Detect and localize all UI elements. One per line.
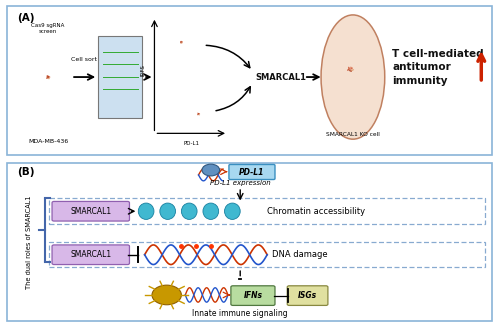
Ellipse shape bbox=[349, 70, 352, 72]
Ellipse shape bbox=[203, 203, 218, 219]
Ellipse shape bbox=[351, 69, 354, 71]
FancyBboxPatch shape bbox=[231, 286, 275, 305]
Ellipse shape bbox=[180, 41, 182, 42]
Text: MDA-MB-436: MDA-MB-436 bbox=[28, 139, 68, 144]
Text: SMARCAL1 KO cell: SMARCAL1 KO cell bbox=[326, 132, 380, 137]
Ellipse shape bbox=[180, 42, 182, 43]
Ellipse shape bbox=[348, 67, 350, 69]
Text: IFNs: IFNs bbox=[244, 291, 262, 300]
Text: SMARCAL1: SMARCAL1 bbox=[70, 250, 112, 259]
FancyBboxPatch shape bbox=[229, 164, 275, 180]
Text: Chromatin accessibility: Chromatin accessibility bbox=[267, 207, 366, 216]
Ellipse shape bbox=[224, 203, 240, 219]
Text: (A): (A) bbox=[17, 13, 35, 23]
Circle shape bbox=[152, 285, 182, 305]
FancyBboxPatch shape bbox=[49, 198, 485, 224]
FancyBboxPatch shape bbox=[98, 36, 142, 118]
Text: The dual roles of SMARCAL1: The dual roles of SMARCAL1 bbox=[26, 195, 32, 289]
Ellipse shape bbox=[48, 76, 49, 78]
Ellipse shape bbox=[197, 114, 198, 115]
Ellipse shape bbox=[180, 41, 182, 43]
Ellipse shape bbox=[197, 113, 199, 114]
Text: IRFS: IRFS bbox=[140, 64, 145, 76]
Ellipse shape bbox=[182, 41, 183, 43]
FancyBboxPatch shape bbox=[52, 201, 130, 221]
Ellipse shape bbox=[160, 203, 176, 219]
FancyBboxPatch shape bbox=[287, 286, 328, 305]
Ellipse shape bbox=[46, 77, 48, 79]
Text: Cell sort: Cell sort bbox=[72, 57, 98, 62]
Ellipse shape bbox=[321, 15, 385, 139]
Text: T cell-mediated
antitumor
immunity: T cell-mediated antitumor immunity bbox=[392, 49, 484, 86]
Text: ISGs: ISGs bbox=[298, 291, 317, 300]
Ellipse shape bbox=[182, 203, 197, 219]
Ellipse shape bbox=[350, 67, 353, 69]
Text: SMARCAL1: SMARCAL1 bbox=[70, 207, 112, 216]
Text: PD-L1 expression: PD-L1 expression bbox=[210, 180, 270, 186]
Ellipse shape bbox=[181, 42, 182, 44]
Text: (B): (B) bbox=[17, 167, 35, 177]
FancyBboxPatch shape bbox=[8, 163, 492, 321]
Ellipse shape bbox=[48, 76, 50, 78]
Ellipse shape bbox=[198, 114, 200, 115]
FancyBboxPatch shape bbox=[52, 245, 130, 265]
Ellipse shape bbox=[347, 69, 350, 71]
Text: Cas9 sgRNA
screen: Cas9 sgRNA screen bbox=[32, 23, 65, 34]
Ellipse shape bbox=[46, 75, 48, 77]
Text: Innate immune signaling: Innate immune signaling bbox=[192, 309, 288, 318]
Ellipse shape bbox=[198, 113, 200, 114]
Circle shape bbox=[202, 164, 220, 176]
Ellipse shape bbox=[48, 77, 50, 79]
Text: SMARCAL1: SMARCAL1 bbox=[255, 73, 306, 81]
FancyBboxPatch shape bbox=[49, 242, 485, 267]
Ellipse shape bbox=[350, 68, 352, 70]
Text: PD-L1: PD-L1 bbox=[240, 167, 264, 177]
Text: PD-L1: PD-L1 bbox=[183, 141, 199, 146]
Ellipse shape bbox=[138, 203, 154, 219]
FancyBboxPatch shape bbox=[8, 6, 492, 155]
Text: DNA damage: DNA damage bbox=[272, 250, 328, 259]
Ellipse shape bbox=[198, 113, 200, 114]
